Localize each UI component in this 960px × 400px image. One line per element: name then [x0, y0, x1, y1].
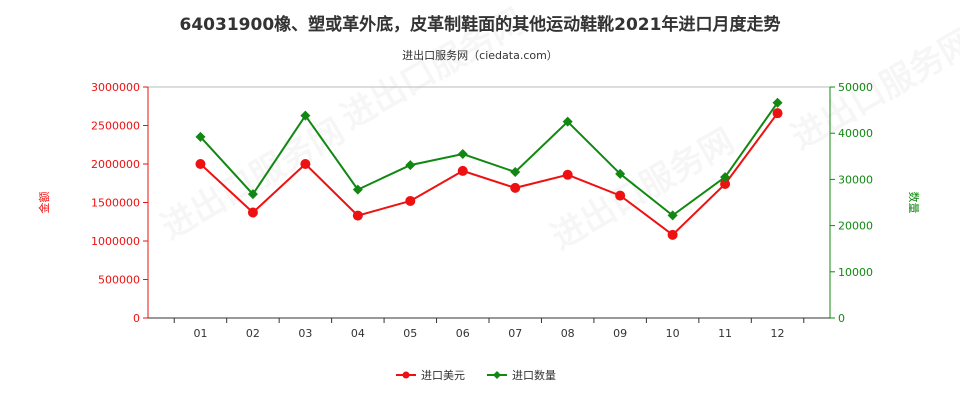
data-point-usd	[300, 159, 311, 169]
data-point-qty	[300, 110, 311, 121]
right-tick-label: 20000	[838, 220, 873, 233]
x-tick-label: 02	[246, 327, 260, 340]
x-tick-label: 05	[403, 327, 417, 340]
x-tick-label: 08	[561, 327, 575, 340]
right-tick-label: 50000	[838, 81, 873, 94]
y-left-axis-title: 金额	[37, 192, 51, 214]
x-tick-label: 12	[771, 327, 785, 340]
data-point-usd	[667, 229, 678, 240]
legend-marker-usd	[402, 371, 410, 379]
x-tick-label: 01	[193, 327, 207, 340]
left-tick-label: 3000000	[91, 81, 140, 94]
chart-title: 64031900橡、塑或革外底，皮革制鞋面的其他运动鞋靴2021年进口月度走势	[179, 15, 781, 35]
data-point-qty	[457, 148, 468, 159]
data-point-qty	[720, 172, 731, 183]
right-tick-label: 30000	[838, 173, 873, 186]
x-tick-label: 06	[456, 327, 470, 340]
chart-subtitle: 进出口服务网（ciedata.com）	[402, 49, 558, 62]
left-tick-label: 2000000	[91, 158, 140, 171]
left-tick-label: 1500000	[91, 197, 140, 210]
data-point-usd	[720, 179, 731, 190]
data-point-usd	[562, 169, 573, 180]
data-point-usd	[352, 210, 363, 221]
x-tick-label: 09	[613, 327, 627, 340]
watermark-text: 进出口服务网	[545, 121, 742, 258]
legend-marker-qty	[493, 371, 501, 379]
data-point-usd	[457, 165, 468, 176]
watermark-text: 进出口服务网	[335, 1, 532, 138]
left-tick-label: 500000	[98, 274, 140, 287]
x-tick-label: 07	[508, 327, 522, 340]
series-line-qty	[199, 102, 779, 217]
data-point-qty	[405, 160, 416, 171]
data-point-qty	[562, 116, 573, 127]
data-point-qty	[352, 184, 363, 195]
data-point-qty	[195, 131, 206, 142]
data-point-usd	[195, 159, 206, 169]
data-point-qty	[247, 189, 258, 200]
data-point-usd	[510, 182, 521, 193]
x-tick-label: 10	[666, 327, 680, 340]
x-tick-label: 11	[718, 327, 732, 340]
right-tick-label: 40000	[838, 127, 873, 140]
data-point-qty	[510, 167, 521, 178]
data-point-qty	[615, 168, 626, 179]
left-tick-label: 2500000	[91, 120, 140, 133]
left-tick-label: 0	[133, 312, 140, 325]
data-point-usd	[247, 207, 258, 218]
data-point-usd	[615, 190, 626, 201]
data-point-usd	[405, 195, 416, 206]
data-point-usd	[772, 108, 783, 119]
series-line-usd	[199, 112, 779, 237]
data-point-qty	[667, 210, 678, 221]
right-tick-label: 0	[838, 312, 845, 325]
x-tick-label: 04	[351, 327, 365, 340]
legend-label-qty: 进口数量	[512, 369, 556, 382]
y-right-axis-title: 数量	[907, 192, 920, 214]
legend-label-usd: 进口美元	[421, 369, 465, 382]
x-tick-label: 03	[298, 327, 312, 340]
right-tick-label: 10000	[838, 266, 873, 279]
left-tick-label: 1000000	[91, 235, 140, 248]
data-point-qty	[772, 97, 783, 108]
